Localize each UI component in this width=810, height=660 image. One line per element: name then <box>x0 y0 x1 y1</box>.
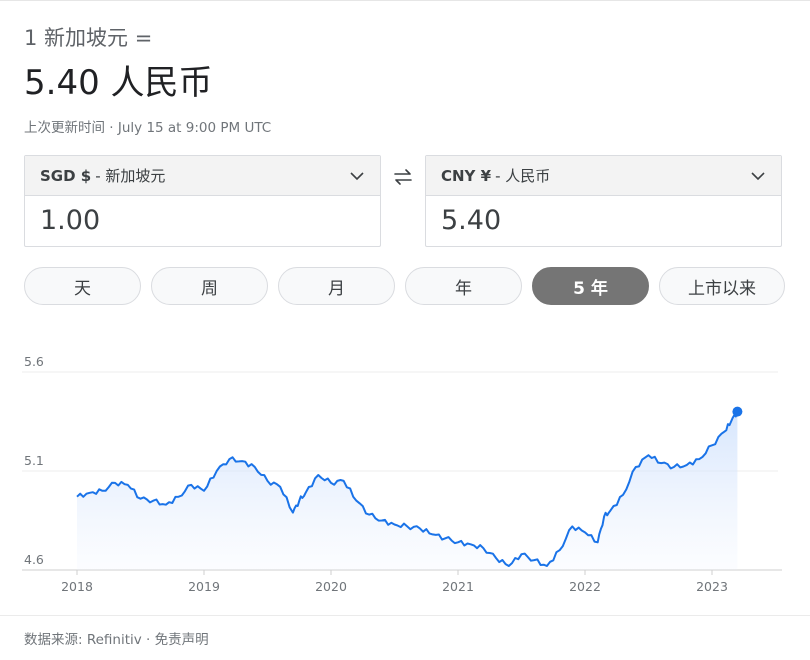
chevron-down-icon <box>350 171 364 180</box>
range-max-button[interactable]: 上市以来 <box>659 267 785 305</box>
exchange-rate-chart: 5.6 5.1 4.6 2018 2019 2020 2021 2022 2023 <box>22 354 782 594</box>
y-tick-label: 5.1 <box>24 453 44 468</box>
range-month-button[interactable]: 月 <box>278 267 395 305</box>
range-year-button[interactable]: 年 <box>405 267 522 305</box>
swap-icon[interactable] <box>391 165 415 189</box>
chevron-down-icon <box>751 171 765 180</box>
to-amount-input[interactable] <box>426 196 771 244</box>
top-divider <box>0 0 810 1</box>
x-tick-label: 2022 <box>569 579 601 594</box>
conversion-header: 1 新加坡元 = 5.40 人民币 上次更新时间 · July 15 at 9:… <box>24 22 784 136</box>
from-amount-input[interactable] <box>25 196 370 244</box>
to-currency-box: CNY ¥ - 人民币 <box>425 155 782 247</box>
from-currency-code: SGD $ <box>40 166 92 185</box>
x-tick-label: 2020 <box>315 579 347 594</box>
y-tick-label: 4.6 <box>24 552 44 567</box>
time-range-selector: 天 周 月 年 5 年 上市以来 <box>24 267 786 307</box>
x-tick-label: 2018 <box>61 579 93 594</box>
y-tick-label: 5.6 <box>24 354 44 369</box>
series-area <box>77 411 738 570</box>
to-currency-name: - 人民币 <box>495 167 551 185</box>
x-tick-label: 2023 <box>696 579 728 594</box>
conversion-result: 5.40 人民币 <box>24 63 213 103</box>
to-currency-code: CNY ¥ <box>441 166 492 185</box>
data-source-footer: 数据来源: Refinitiv · 免责声明 <box>24 632 209 648</box>
series-line <box>76 411 739 567</box>
from-currency-name: - 新加坡元 <box>95 167 166 185</box>
from-currency-box: SGD $ - 新加坡元 <box>24 155 381 247</box>
current-value-point[interactable] <box>732 406 743 417</box>
from-currency-select[interactable]: SGD $ - 新加坡元 <box>25 156 380 196</box>
x-axis-ticks: 2018 2019 2020 2021 2022 2023 <box>61 570 728 594</box>
x-tick-label: 2019 <box>188 579 220 594</box>
last-updated: 上次更新时间 · July 15 at 9:00 PM UTC <box>24 120 272 136</box>
to-currency-select[interactable]: CNY ¥ - 人民币 <box>426 156 781 196</box>
range-week-button[interactable]: 周 <box>151 267 268 305</box>
range-day-button[interactable]: 天 <box>24 267 141 305</box>
range-5year-button[interactable]: 5 年 <box>532 267 649 305</box>
footer-divider <box>0 615 810 616</box>
conversion-equation: 1 新加坡元 = <box>24 26 153 50</box>
x-tick-label: 2021 <box>442 579 474 594</box>
